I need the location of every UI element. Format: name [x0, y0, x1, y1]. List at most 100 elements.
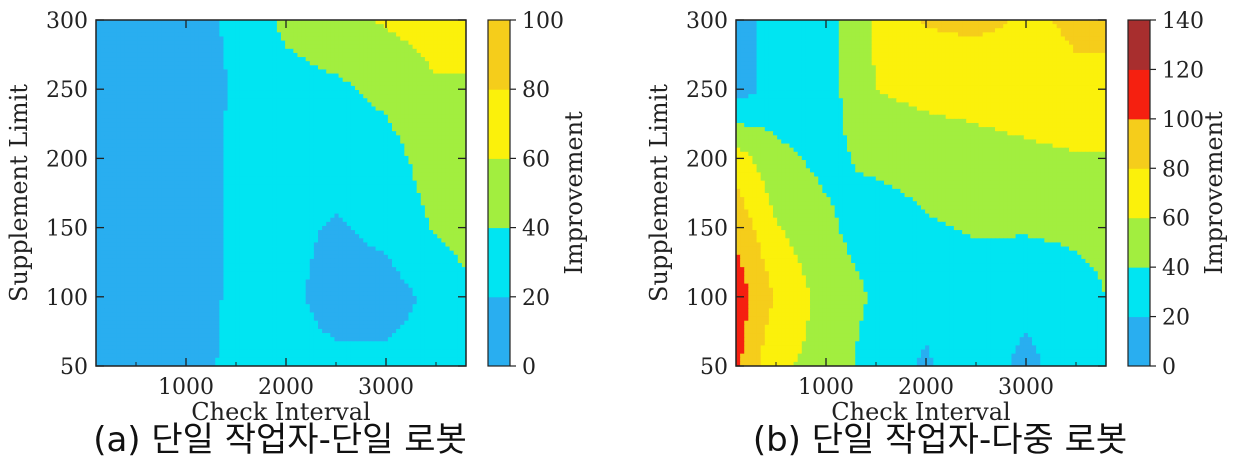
contour-cell	[305, 151, 311, 157]
contour-cell	[396, 135, 401, 141]
contour-cell	[396, 176, 401, 182]
contour-cell	[375, 81, 381, 87]
contour-cell	[355, 176, 360, 182]
contour-cell	[211, 217, 216, 223]
contour-cell	[227, 65, 233, 71]
contour-cell	[445, 94, 451, 99]
contour-cell	[355, 238, 360, 244]
contour-cell	[264, 69, 270, 75]
contour-cell	[412, 193, 418, 198]
contour-cell	[404, 57, 410, 62]
contour-cell	[350, 122, 356, 128]
contour-cell	[198, 180, 204, 186]
contour-cell	[322, 188, 327, 194]
contour-cell	[301, 44, 307, 50]
contour-cell	[157, 213, 163, 219]
contour-cell	[363, 201, 368, 206]
contour-cell	[248, 90, 253, 95]
contour-cell	[157, 114, 163, 120]
contour-cell	[285, 110, 290, 116]
contour-cell	[375, 225, 381, 231]
contour-cell	[116, 139, 122, 145]
contour-cell	[461, 73, 466, 79]
contour-cell	[116, 201, 122, 206]
contour-cell	[116, 81, 122, 87]
contour-cell	[178, 184, 183, 190]
contour-cell	[276, 114, 282, 120]
contour-cell	[145, 135, 151, 141]
contour-cell	[416, 85, 422, 91]
contour-cell	[363, 180, 368, 186]
contour-cell	[137, 155, 142, 161]
contour-cell	[248, 106, 253, 112]
contour-cell	[371, 40, 377, 46]
contour-cell	[437, 184, 442, 190]
contour-cell	[416, 217, 422, 223]
contour-cell	[375, 90, 381, 95]
contour-cell	[145, 209, 151, 215]
contour-cell	[449, 139, 455, 145]
contour-cell	[334, 238, 340, 244]
contour-cell	[404, 52, 410, 58]
contour-cell	[239, 230, 245, 235]
contour-cell	[124, 225, 130, 231]
contour-cell	[272, 44, 278, 50]
contour-cell	[322, 48, 327, 54]
contour-cell	[223, 32, 229, 38]
contour-cell	[313, 69, 319, 75]
contour-cell	[342, 197, 348, 202]
contour-cell	[457, 135, 463, 141]
contour-cell	[170, 180, 175, 186]
contour-cell	[149, 61, 155, 66]
contour-cell	[141, 242, 146, 248]
contour-cell	[264, 151, 270, 157]
contour-cell	[219, 28, 225, 33]
contour-cell	[367, 114, 373, 120]
contour-cell	[309, 168, 315, 174]
contour-cell	[215, 168, 220, 174]
contour-cell	[457, 48, 463, 54]
contour-cell	[165, 147, 171, 153]
contour-cell	[100, 205, 105, 211]
contour-cell	[178, 73, 183, 79]
contour-cell	[305, 135, 311, 141]
contour-cell	[161, 44, 167, 50]
contour-cell	[211, 205, 216, 211]
contour-cell	[256, 114, 262, 120]
contour-cell	[367, 131, 373, 136]
contour-cell	[359, 209, 364, 215]
contour-cell	[244, 32, 249, 38]
contour-cell	[272, 131, 278, 136]
contour-cell	[104, 155, 109, 161]
contour-cell	[285, 184, 290, 190]
contour-cell	[326, 94, 331, 99]
contour-cell	[174, 242, 179, 248]
contour-cell	[268, 98, 274, 103]
contour-cell	[268, 118, 274, 124]
contour-cell	[116, 193, 122, 198]
contour-cell	[441, 230, 447, 235]
contour-cell	[227, 131, 233, 136]
contour-cell	[252, 209, 257, 215]
contour-cell	[420, 230, 426, 235]
contour-cell	[379, 94, 385, 99]
contour-cell	[174, 48, 179, 54]
contour-cell	[408, 209, 414, 215]
contour-cell	[392, 176, 397, 182]
contour-cell	[252, 32, 257, 38]
contour-cell	[165, 102, 171, 108]
contour-cell	[264, 168, 270, 174]
contour-cell	[268, 238, 274, 244]
contour-cell	[128, 155, 134, 161]
contour-cell	[461, 242, 466, 248]
contour-cell	[272, 205, 278, 211]
contour-cell	[120, 230, 126, 235]
contour-cell	[449, 160, 455, 165]
contour-cell	[404, 143, 410, 149]
contour-cell	[342, 40, 348, 46]
contour-cell	[182, 193, 188, 198]
contour-cell	[408, 242, 414, 248]
contour-cell	[223, 164, 229, 169]
contour-cell	[219, 40, 225, 46]
